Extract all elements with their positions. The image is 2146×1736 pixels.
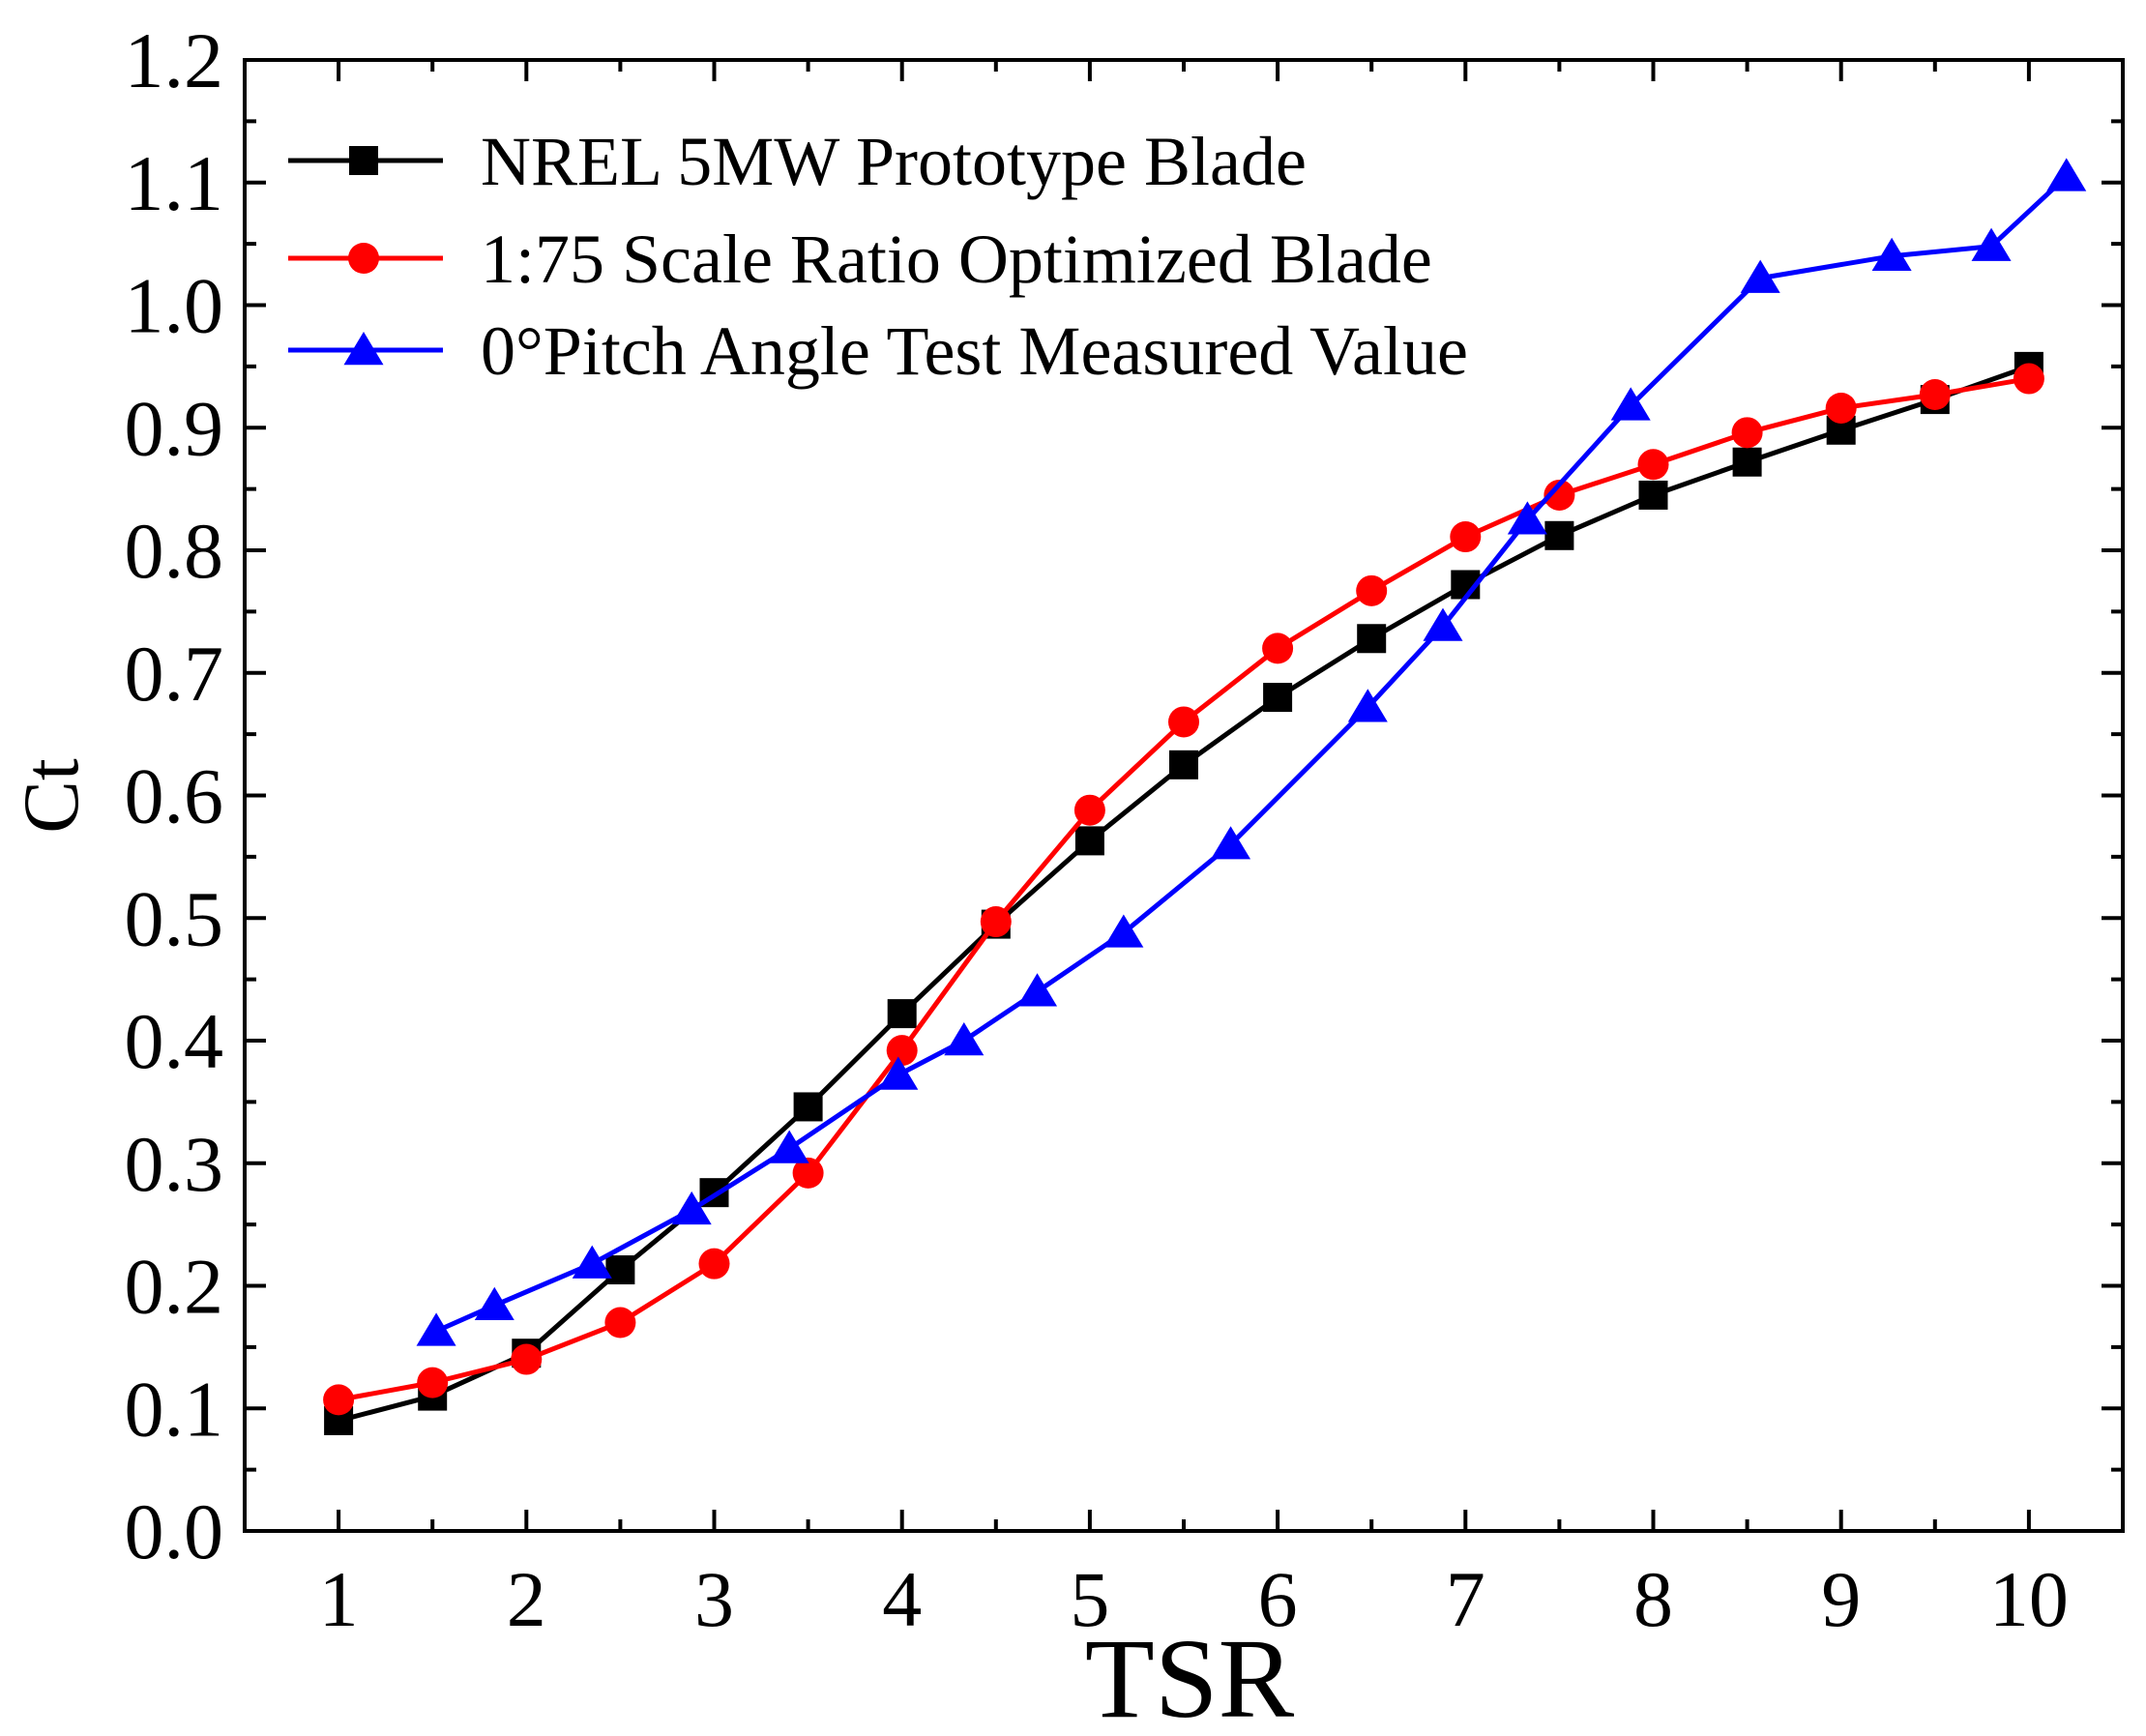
data-point <box>793 1092 823 1122</box>
data-point <box>1919 379 1951 411</box>
data-point <box>1073 794 1105 826</box>
data-point <box>1169 750 1198 780</box>
data-point <box>1017 973 1058 1007</box>
data-point <box>1356 574 1388 606</box>
series-line <box>435 174 2069 1334</box>
data-point <box>1211 826 1251 860</box>
data-point <box>1638 480 1668 510</box>
data-point <box>1450 521 1482 553</box>
x-tick-label: 2 <box>507 1555 546 1643</box>
y-tick-label: 0.4 <box>125 997 224 1085</box>
legend-label: 1:75 Scale Ratio Optimized Blade <box>481 221 1432 298</box>
legend-entry-1: NREL 5MW Prototype Blade <box>288 123 1307 200</box>
y-tick-label: 0.8 <box>125 507 224 595</box>
y-tick-label: 0.0 <box>125 1487 224 1575</box>
data-point <box>886 1035 918 1067</box>
data-point <box>980 906 1012 938</box>
x-tick-label: 10 <box>1989 1555 2069 1643</box>
data-point <box>417 1367 449 1398</box>
data-point <box>1168 706 1199 738</box>
data-point <box>1610 387 1651 421</box>
data-point <box>878 1056 919 1090</box>
data-point <box>605 1255 635 1285</box>
data-point <box>2046 158 2087 191</box>
legend-marker <box>349 146 378 175</box>
data-point <box>474 1286 514 1320</box>
legend: NREL 5MW Prototype Blade 1:75 Scale Ratio… <box>288 123 1468 390</box>
data-point <box>416 1312 456 1346</box>
y-axis-title: Ct <box>7 758 95 834</box>
data-point <box>604 1307 636 1339</box>
x-tick-label: 6 <box>1258 1555 1298 1643</box>
data-point <box>1347 689 1388 722</box>
legend-entry-2: 1:75 Scale Ratio Optimized Blade <box>288 221 1432 298</box>
data-point <box>1637 449 1669 481</box>
data-point <box>1423 607 1463 641</box>
x-axis-title: TSR <box>1085 1615 1295 1731</box>
data-point <box>698 1248 730 1280</box>
y-tick-label: 0.3 <box>125 1120 224 1208</box>
legend-marker <box>348 243 379 274</box>
data-point <box>2013 363 2044 395</box>
y-tick-label: 1.0 <box>125 262 224 350</box>
axes-layer: 1 2 3 4 5 6 7 8 9 10 0.0 0.1 0.2 0.3 0.4 0.5 0.6 0.7 0.8 0.… <box>125 16 2125 1643</box>
data-point <box>887 999 917 1029</box>
y-tick-label: 1.1 <box>125 139 224 227</box>
data-point <box>1740 259 1780 293</box>
x-tick-label: 9 <box>1821 1555 1861 1643</box>
data-point <box>1971 227 2012 261</box>
data-point <box>1544 520 1574 550</box>
y-tick-label: 0.1 <box>125 1365 224 1453</box>
data-point <box>1263 683 1293 713</box>
legend-entry-3: 0°Pitch Angle Test Measured Value <box>288 312 1468 390</box>
y-tick-label: 0.5 <box>125 874 224 962</box>
data-point <box>1731 417 1763 449</box>
data-point <box>1825 392 1857 424</box>
x-tick-label: 7 <box>1446 1555 1485 1643</box>
y-tick-label: 0.9 <box>125 384 224 472</box>
data-point <box>1732 447 1762 477</box>
x-tick-label: 1 <box>319 1555 359 1643</box>
y-tick-label: 0.7 <box>125 630 224 718</box>
data-point <box>511 1343 543 1375</box>
data-point <box>671 1191 712 1225</box>
data-point <box>572 1245 612 1279</box>
legend-label: 0°Pitch Angle Test Measured Value <box>481 312 1468 390</box>
series-2 <box>323 363 2044 1416</box>
x-tick-label: 8 <box>1633 1555 1673 1643</box>
legend-label: NREL 5MW Prototype Blade <box>481 123 1307 200</box>
x-tick-label: 5 <box>1070 1555 1109 1643</box>
legend-marker <box>343 332 384 366</box>
data-point <box>1543 479 1575 511</box>
data-point <box>323 1384 355 1416</box>
data-point <box>944 1022 985 1056</box>
data-point <box>1103 914 1144 948</box>
series-3 <box>416 158 2087 1346</box>
data-point <box>769 1130 809 1163</box>
y-tick-label: 0.2 <box>125 1243 224 1331</box>
y-tick-label: 0.6 <box>125 752 224 840</box>
x-tick-label: 3 <box>694 1555 734 1643</box>
data-point <box>1357 624 1387 654</box>
series-layer <box>323 158 2087 1435</box>
data-point <box>1262 633 1294 664</box>
data-point <box>1871 237 1912 271</box>
data-point <box>792 1157 824 1189</box>
x-tick-label: 4 <box>882 1555 922 1643</box>
data-point <box>1507 501 1547 535</box>
y-tick-label: 1.2 <box>125 16 224 104</box>
data-point <box>1074 826 1104 856</box>
